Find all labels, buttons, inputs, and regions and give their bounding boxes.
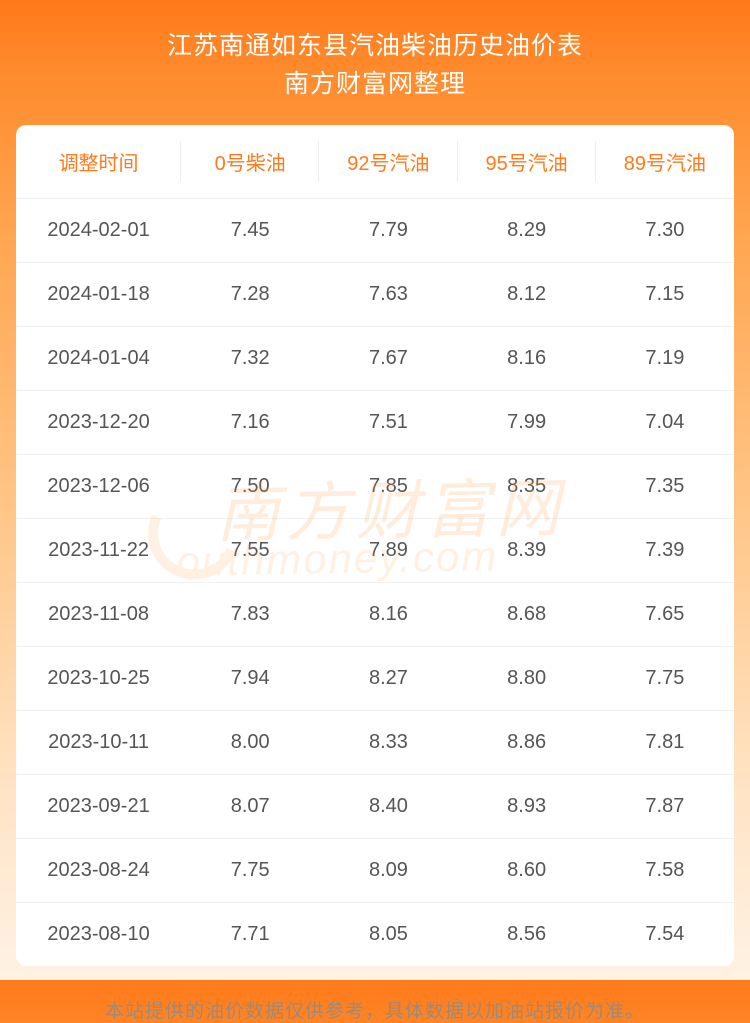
cell-value: 7.75: [181, 839, 319, 903]
cell-value: 7.35: [596, 455, 734, 519]
cell-value: 7.15: [596, 263, 734, 327]
cell-value: 8.56: [458, 903, 596, 967]
cell-value: 7.50: [181, 455, 319, 519]
table-header-row: 调整时间 0号柴油 92号汽油 95号汽油 89号汽油: [16, 125, 734, 199]
cell-value: 7.16: [181, 391, 319, 455]
cell-value: 8.80: [458, 647, 596, 711]
cell-value: 7.75: [596, 647, 734, 711]
cell-value: 7.28: [181, 263, 319, 327]
table-row: 2024-01-047.327.678.167.19: [16, 327, 734, 391]
cell-date: 2024-01-04: [16, 327, 181, 391]
cell-value: 7.39: [596, 519, 734, 583]
table-row: 2024-02-017.457.798.297.30: [16, 199, 734, 263]
cell-value: 7.04: [596, 391, 734, 455]
cell-value: 7.83: [181, 583, 319, 647]
cell-value: 8.27: [319, 647, 457, 711]
cell-value: 7.45: [181, 199, 319, 263]
cell-date: 2023-08-10: [16, 903, 181, 967]
cell-value: 8.16: [458, 327, 596, 391]
cell-value: 8.09: [319, 839, 457, 903]
col-header-gas92: 92号汽油: [319, 125, 457, 199]
footer-disclaimer: 本站提供的油价数据仅供参考，具体数据以加油站报价为准。: [16, 996, 734, 1023]
page-title-line2: 南方财富网整理: [16, 66, 734, 104]
table-row: 2023-12-067.507.858.357.35: [16, 455, 734, 519]
cell-value: 7.79: [319, 199, 457, 263]
table-row: 2023-10-118.008.338.867.81: [16, 711, 734, 775]
table-row: 2023-11-087.838.168.687.65: [16, 583, 734, 647]
cell-value: 8.29: [458, 199, 596, 263]
price-table: 调整时间 0号柴油 92号汽油 95号汽油 89号汽油 2024-02-017.…: [16, 125, 734, 966]
cell-value: 7.32: [181, 327, 319, 391]
table-row: 2023-09-218.078.408.937.87: [16, 775, 734, 839]
table-row: 2023-12-207.167.517.997.04: [16, 391, 734, 455]
price-table-container: 南方财富网 outhmoney.com 调整时间 0号柴油 92号汽油 95号汽…: [16, 125, 734, 966]
table-row: 2024-01-187.287.638.127.15: [16, 263, 734, 327]
cell-value: 7.65: [596, 583, 734, 647]
cell-value: 7.87: [596, 775, 734, 839]
cell-value: 8.60: [458, 839, 596, 903]
cell-value: 7.67: [319, 327, 457, 391]
cell-value: 8.68: [458, 583, 596, 647]
table-body: 2024-02-017.457.798.297.302024-01-187.28…: [16, 199, 734, 967]
cell-value: 7.63: [319, 263, 457, 327]
table-row: 2023-08-247.758.098.607.58: [16, 839, 734, 903]
cell-date: 2024-01-18: [16, 263, 181, 327]
col-header-gas89: 89号汽油: [596, 125, 734, 199]
cell-date: 2023-10-25: [16, 647, 181, 711]
cell-value: 8.05: [319, 903, 457, 967]
col-header-gas95: 95号汽油: [458, 125, 596, 199]
cell-value: 7.71: [181, 903, 319, 967]
cell-value: 8.39: [458, 519, 596, 583]
cell-date: 2023-09-21: [16, 775, 181, 839]
table-row: 2023-10-257.948.278.807.75: [16, 647, 734, 711]
cell-date: 2023-08-24: [16, 839, 181, 903]
cell-date: 2023-11-22: [16, 519, 181, 583]
cell-value: 8.33: [319, 711, 457, 775]
cell-value: 7.89: [319, 519, 457, 583]
page-title-block: 江苏南通如东县汽油柴油历史油价表 南方财富网整理: [16, 28, 734, 103]
cell-value: 8.86: [458, 711, 596, 775]
cell-value: 8.35: [458, 455, 596, 519]
cell-value: 8.93: [458, 775, 596, 839]
cell-value: 7.81: [596, 711, 734, 775]
cell-date: 2023-11-08: [16, 583, 181, 647]
cell-value: 7.94: [181, 647, 319, 711]
cell-value: 7.54: [596, 903, 734, 967]
col-header-date: 调整时间: [16, 125, 181, 199]
cell-date: 2023-10-11: [16, 711, 181, 775]
col-header-diesel0: 0号柴油: [181, 125, 319, 199]
cell-date: 2023-12-20: [16, 391, 181, 455]
cell-value: 7.30: [596, 199, 734, 263]
cell-value: 7.99: [458, 391, 596, 455]
page-title-line1: 江苏南通如东县汽油柴油历史油价表: [16, 28, 734, 66]
cell-value: 7.58: [596, 839, 734, 903]
cell-value: 7.85: [319, 455, 457, 519]
cell-value: 8.07: [181, 775, 319, 839]
table-row: 2023-08-107.718.058.567.54: [16, 903, 734, 967]
cell-date: 2024-02-01: [16, 199, 181, 263]
cell-value: 7.55: [181, 519, 319, 583]
cell-value: 7.19: [596, 327, 734, 391]
cell-value: 7.51: [319, 391, 457, 455]
table-row: 2023-11-227.557.898.397.39: [16, 519, 734, 583]
cell-value: 8.40: [319, 775, 457, 839]
cell-value: 8.16: [319, 583, 457, 647]
cell-value: 8.12: [458, 263, 596, 327]
cell-date: 2023-12-06: [16, 455, 181, 519]
cell-value: 8.00: [181, 711, 319, 775]
